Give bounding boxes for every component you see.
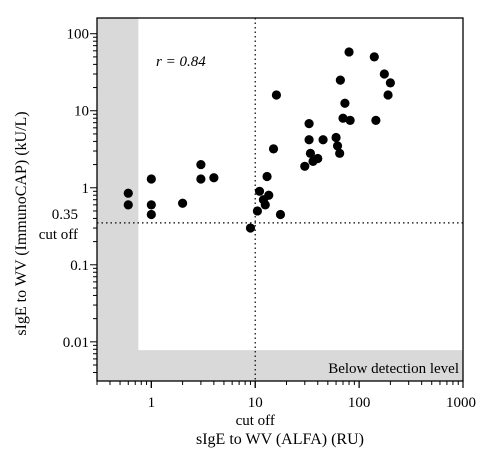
data-point: [264, 190, 274, 200]
x-axis-title: sIgE to WV (ALFA) (RU): [196, 431, 364, 448]
y-tick-label: 100: [67, 27, 90, 43]
data-point: [123, 188, 133, 198]
data-point: [313, 153, 323, 164]
data-point: [379, 69, 389, 79]
data-point: [332, 141, 343, 151]
data-point: [338, 113, 348, 123]
data-point: [209, 173, 219, 183]
x-tick-label: 1: [148, 395, 156, 411]
data-point: [196, 159, 206, 170]
data-point: [262, 171, 272, 182]
data-point: [260, 200, 270, 210]
data-point: [275, 209, 286, 220]
data-point: [146, 209, 156, 220]
x-axis-ticks: 1 10 100 1000: [96, 381, 476, 411]
y-tick-label: 0.1: [70, 258, 89, 274]
data-point: [340, 98, 350, 108]
plot-frame: [96, 17, 464, 382]
data-point: [305, 148, 316, 158]
shade-left-band: [97, 18, 139, 381]
data-point: [335, 148, 345, 158]
data-point: [146, 200, 156, 210]
y-tick-label: 0.01: [63, 335, 89, 351]
y-tick-label: 1: [82, 181, 90, 197]
data-point: [177, 198, 188, 208]
x-tick-label: 10: [248, 395, 263, 411]
below-detection-region: [97, 18, 463, 381]
data-point: [252, 206, 263, 216]
data-point: [245, 223, 256, 233]
x-cutoff-label: cut off: [236, 413, 275, 429]
y-tick-label: 10: [74, 104, 89, 120]
cutoff-lines: [97, 18, 463, 381]
below-detection-label: Below detection level: [328, 361, 459, 377]
data-point: [271, 90, 282, 100]
correlation-label: r = 0.84: [156, 54, 206, 70]
data-point: [335, 75, 345, 85]
data-point: [123, 200, 133, 210]
data-point: [146, 174, 156, 184]
data-point: [369, 52, 379, 62]
data-point: [344, 47, 354, 57]
y-cutoff-value-label: 0.35: [52, 207, 78, 223]
shade-bottom-band: [97, 350, 463, 381]
y-cutoff-label: cut off: [39, 227, 78, 243]
data-points: [123, 47, 395, 233]
data-point: [300, 161, 310, 171]
data-point: [196, 174, 206, 184]
data-point: [318, 135, 328, 145]
data-point: [254, 186, 265, 196]
data-point: [383, 90, 393, 100]
data-point: [304, 119, 314, 129]
x-tick-label: 1000: [446, 395, 476, 411]
x-tick-label: 100: [348, 395, 371, 411]
data-point: [331, 132, 341, 143]
data-point: [268, 144, 279, 154]
data-point: [371, 115, 381, 125]
y-axis-ticks: 0.01 0.1 1 10 100: [63, 27, 97, 373]
data-point: [304, 135, 314, 145]
y-axis-title: sIgE to WV (ImmunoCAP) (kU/L): [13, 111, 30, 335]
data-point: [345, 115, 355, 125]
data-point: [385, 78, 395, 88]
